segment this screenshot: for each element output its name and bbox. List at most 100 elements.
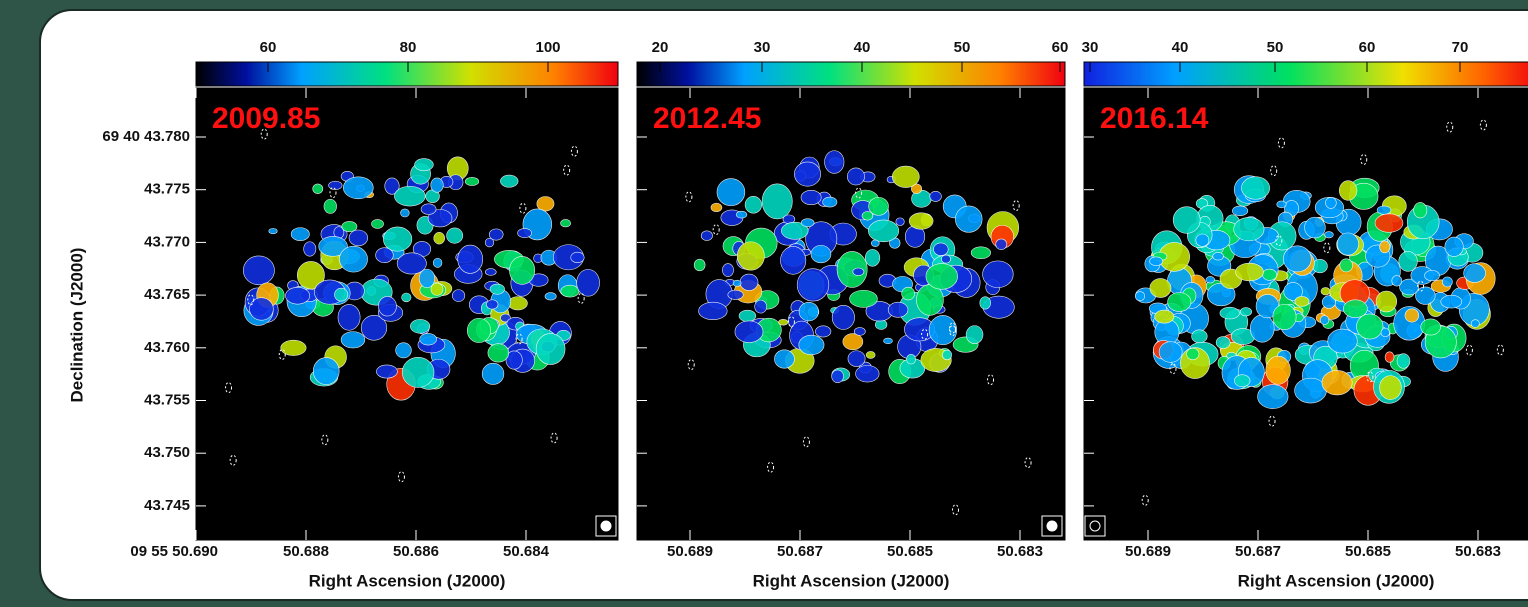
colorbar-tick-label: 60 (1359, 39, 1376, 56)
emission (884, 338, 893, 344)
x-axis-label: Right Ascension (J2000) (753, 571, 950, 590)
emission (1343, 300, 1367, 318)
emission (1273, 304, 1296, 329)
x-tick-label: 50.687 (777, 543, 823, 560)
emission (711, 203, 722, 211)
emission (396, 343, 412, 358)
emission (823, 197, 837, 207)
beam (1047, 521, 1057, 531)
emission (1234, 375, 1250, 387)
emission (431, 178, 444, 192)
emission (847, 168, 864, 185)
y-tick-label: 43.770 (144, 233, 190, 250)
emission (339, 246, 367, 272)
emission (433, 258, 442, 267)
y-tick-label: 69 40 43.780 (102, 128, 190, 145)
emission (250, 298, 274, 321)
emission (561, 219, 571, 226)
emission (811, 245, 831, 262)
y-tick-label: 43.750 (144, 444, 190, 461)
emission (1266, 356, 1291, 384)
emission (1220, 307, 1240, 319)
emission (1385, 352, 1394, 363)
emission (1250, 315, 1274, 342)
emission (1392, 276, 1402, 287)
colorbar-tick-label: 60 (1052, 39, 1069, 56)
emission (1356, 314, 1383, 339)
emission (745, 196, 762, 213)
emission (304, 242, 316, 256)
emission (740, 274, 758, 290)
emission (343, 177, 373, 199)
colorbar-tick-label: 60 (260, 39, 277, 56)
emission (1399, 251, 1418, 271)
emission (1236, 263, 1264, 281)
emission (1339, 181, 1357, 201)
emission (1340, 259, 1353, 272)
colorbar (1084, 62, 1528, 86)
emission (1206, 276, 1215, 283)
emission (1283, 246, 1311, 272)
emission (933, 243, 948, 256)
beam (601, 521, 611, 531)
emission (1324, 232, 1333, 238)
emission (447, 228, 463, 243)
panel: 30405060702016.1450.68950.68750.68550.68… (1082, 39, 1528, 591)
emission (486, 300, 498, 309)
emission (269, 228, 277, 233)
emission (1216, 337, 1230, 349)
emission (801, 190, 821, 204)
emission (1321, 288, 1330, 295)
emission (490, 284, 505, 294)
emission (1295, 296, 1309, 306)
emission (966, 326, 983, 344)
x-tick-label: 50.685 (887, 543, 933, 560)
emission (402, 357, 434, 387)
emission (728, 290, 743, 299)
emission (1258, 385, 1289, 409)
page: { "y_axis": { "label": "Declination (J20… (0, 0, 1528, 607)
epoch-label: 2016.14 (1100, 102, 1209, 135)
colorbar-tick-label: 30 (754, 39, 771, 56)
x-tick-label: 50.688 (283, 543, 329, 560)
emission (1295, 378, 1327, 403)
emission (338, 304, 360, 330)
emission (1196, 234, 1209, 246)
panel: 20304050602012.4550.68950.68750.68550.68… (637, 39, 1068, 591)
emission (1240, 308, 1251, 316)
emission (1441, 295, 1462, 308)
emission (737, 242, 764, 270)
emission (980, 297, 991, 310)
emission (324, 199, 337, 213)
emission (902, 287, 915, 300)
emission (739, 310, 756, 321)
emission (378, 296, 396, 316)
emission (452, 290, 464, 302)
emission (717, 179, 745, 206)
emission (458, 245, 483, 273)
emission (780, 246, 805, 274)
y-tick-label: 43.755 (144, 391, 190, 408)
emission (285, 287, 309, 304)
emission (942, 350, 951, 360)
emission (383, 227, 412, 251)
emission (341, 332, 365, 348)
emission (508, 297, 527, 310)
emission (799, 302, 818, 321)
emission (431, 283, 443, 295)
emission (755, 300, 767, 313)
x-axis-label: Right Ascension (J2000) (309, 571, 506, 590)
emission (1380, 241, 1390, 253)
emission (926, 264, 958, 290)
emission (1405, 309, 1419, 322)
emission (467, 318, 490, 342)
emission (694, 259, 705, 271)
emission (853, 268, 864, 276)
emission (421, 204, 436, 215)
emission (1262, 269, 1276, 280)
emission (434, 232, 445, 244)
emission (868, 220, 898, 242)
emission (485, 269, 496, 276)
emission (401, 209, 410, 217)
emission (394, 186, 425, 206)
